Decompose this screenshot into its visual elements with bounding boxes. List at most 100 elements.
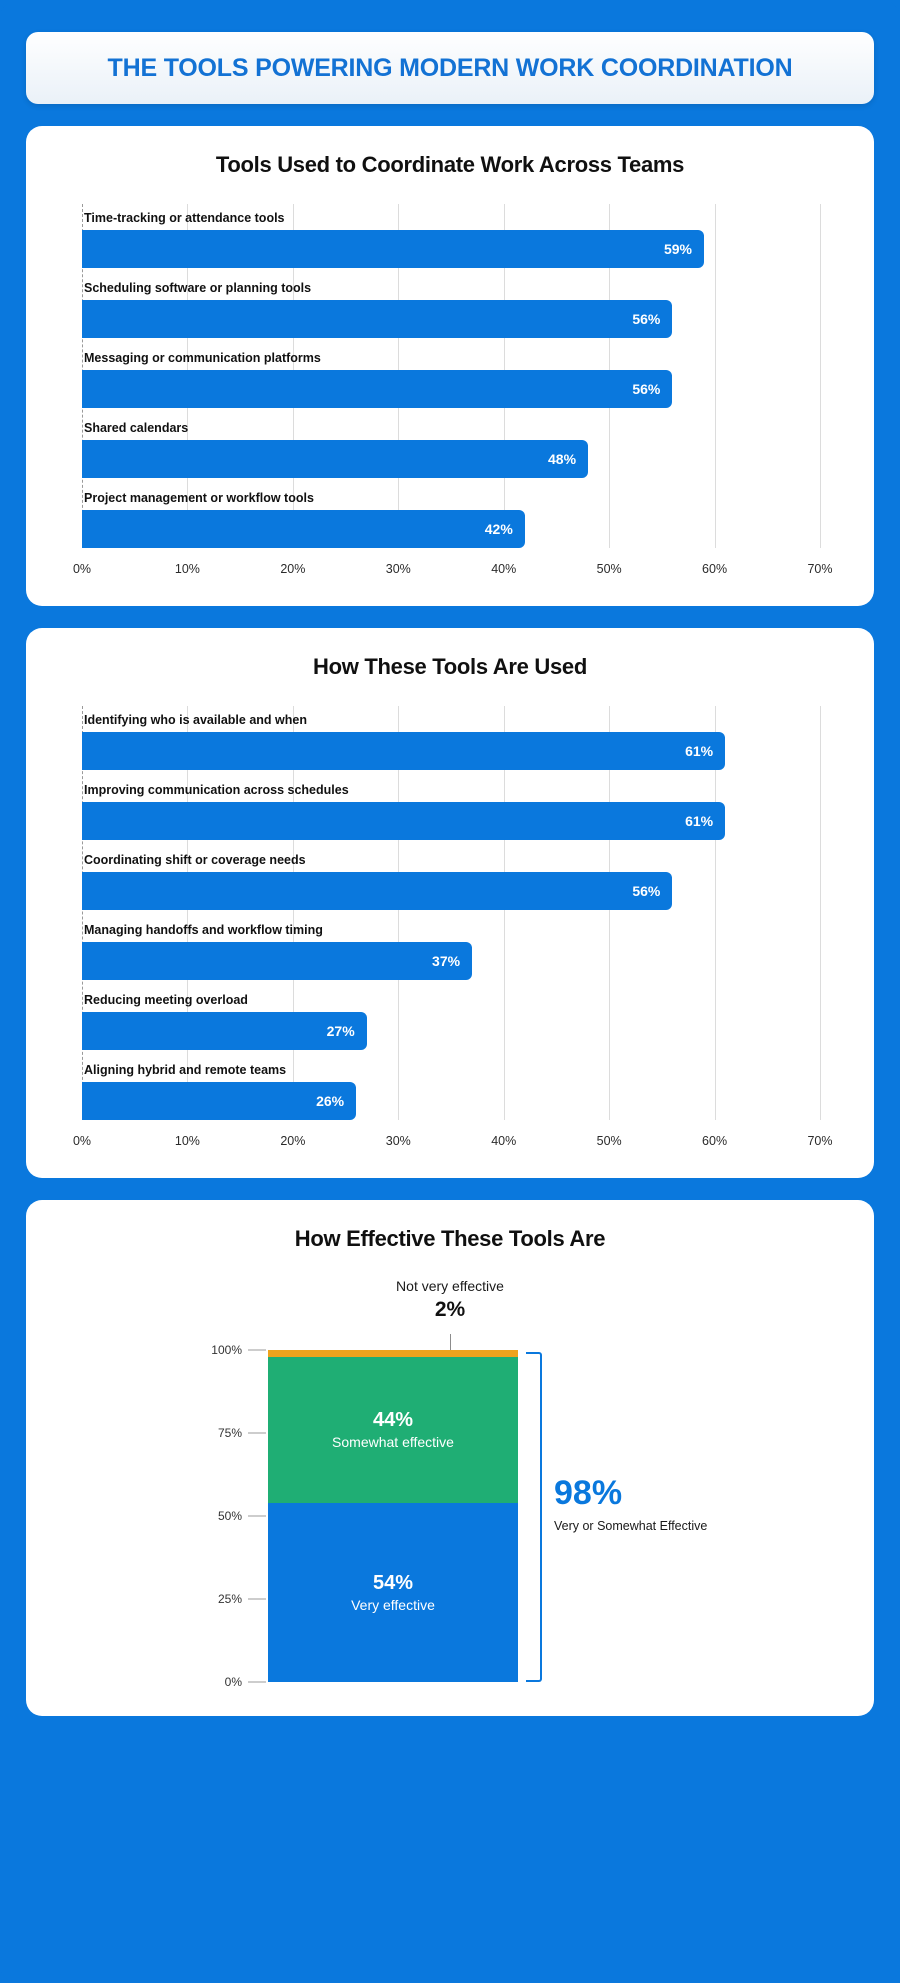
x-axis-tick-label: 40% — [491, 562, 517, 576]
x-axis-1: 0% 10% 20% 30% 40% 50% 60% 70% — [73, 554, 833, 588]
bar-row: Improving communication across schedules… — [82, 776, 820, 840]
x-axis-tick-label: 30% — [385, 562, 411, 576]
x-axis-tick-label: 60% — [702, 1134, 728, 1148]
chart-card-tools-used: Tools Used to Coordinate Work Across Tea… — [26, 126, 874, 606]
y-axis-tick-mark — [248, 1515, 266, 1517]
bar: 26% — [82, 1082, 357, 1120]
x-axis-tick-label: 0% — [72, 1134, 92, 1148]
bar-track: 56% — [82, 370, 820, 408]
y-axis-tick-mark — [248, 1349, 266, 1351]
annotation-98: 98% Very or Somewhat Effective — [554, 1476, 714, 1535]
chart-title-1: Tools Used to Coordinate Work Across Tea… — [215, 152, 685, 177]
annotation-value: 98% — [554, 1474, 623, 1512]
stack-segments: 54% Very effective 44% Somewhat effective — [268, 1350, 518, 1682]
bar-category-label: Project management or workflow tools — [84, 491, 314, 505]
chart-card-how-used: How These Tools Are Used Identifying who… — [26, 628, 874, 1178]
bar-category-label: Messaging or communication platforms — [84, 351, 321, 365]
y-axis-tick-label: 100% — [211, 1343, 242, 1357]
bar-category-label: Managing handoffs and workflow timing — [84, 923, 323, 937]
x-axis-tick-label: 70% — [807, 562, 833, 576]
bar-row: Scheduling software or planning tools 56% — [82, 274, 820, 338]
bar: 61% — [82, 732, 726, 770]
callout-label: Not very effective — [396, 1278, 504, 1294]
stack-segment: 54% Very effective — [268, 1502, 518, 1682]
x-axis-tick-label: 20% — [280, 1134, 306, 1148]
bracket-icon — [526, 1352, 542, 1682]
x-axis-tick-label: 10% — [174, 562, 200, 576]
bar-row: Messaging or communication platforms 56% — [82, 344, 820, 408]
bar-category-label: Coordinating shift or coverage needs — [84, 853, 306, 867]
page-title: THE TOOLS POWERING MODERN WORK COORDINAT… — [107, 53, 793, 82]
y-axis-tick-mark — [248, 1598, 266, 1600]
bar-track: 48% — [82, 440, 820, 478]
annotation-text: Very or Somewhat Effective — [554, 1519, 708, 1533]
bar-track: 27% — [82, 1012, 820, 1050]
y-axis-tick-label: 0% — [224, 1675, 242, 1689]
callout-value: 2% — [434, 1298, 466, 1321]
chart-title-2: How These Tools Are Used — [313, 654, 587, 679]
stack-segment-value: 54% — [372, 1571, 414, 1594]
bar-track: 56% — [82, 300, 820, 338]
bar-rows-1: Time-tracking or attendance tools 59% Sche… — [82, 204, 820, 548]
stack-segment — [268, 1350, 518, 1357]
x-axis-tick-label: 60% — [702, 562, 728, 576]
header-banner: THE TOOLS POWERING MODERN WORK COORDINAT… — [26, 32, 874, 104]
bar: 37% — [82, 942, 473, 980]
bar-category-label: Improving communication across schedules — [84, 783, 349, 797]
stacked-column-chart: Not very effective 2% 0% 25% 50% 75% 100% 54… — [50, 1278, 850, 1698]
y-axis-tick-label: 25% — [217, 1592, 242, 1606]
x-axis-tick-label: 40% — [491, 1134, 517, 1148]
chart-plot-area-1: Time-tracking or attendance tools 59% Sche… — [50, 204, 850, 548]
chart-title-3: How Effective These Tools Are — [294, 1226, 606, 1251]
y-axis-tick-label: 50% — [217, 1509, 242, 1523]
bar: 56% — [82, 370, 673, 408]
chart-card-effectiveness: How Effective These Tools Are Not very e… — [26, 1200, 874, 1716]
y-axis-tick-label: 75% — [217, 1426, 242, 1440]
bar: 61% — [82, 802, 726, 840]
bar: 59% — [82, 230, 705, 268]
gridline — [820, 706, 821, 1120]
stack-segment-label: Very effective — [351, 1596, 435, 1613]
bar-category-label: Aligning hybrid and remote teams — [84, 1063, 287, 1077]
stack-segment-label: Somewhat effective — [332, 1434, 454, 1451]
x-axis-tick-label: 0% — [72, 562, 92, 576]
bar-row: Aligning hybrid and remote teams 26% — [82, 1056, 820, 1120]
x-axis-tick-label: 50% — [596, 562, 622, 576]
horizontal-bar-chart-1: Time-tracking or attendance tools 59% Sche… — [50, 204, 850, 588]
bar-row: Managing handoffs and workflow timing 37% — [82, 916, 820, 980]
bar-row: Project management or workflow tools 42% — [82, 484, 820, 548]
bar-rows-2: Identifying who is available and when 61%… — [82, 706, 820, 1120]
bar-category-label: Scheduling software or planning tools — [84, 281, 312, 295]
bar-track: 42% — [82, 510, 820, 548]
bar-track: 37% — [82, 942, 820, 980]
bar-track: 59% — [82, 230, 820, 268]
bar-row: Identifying who is available and when 61% — [82, 706, 820, 770]
x-axis-tick-label: 10% — [174, 1134, 200, 1148]
bar: 27% — [82, 1012, 367, 1050]
bar: 42% — [82, 510, 525, 548]
bar-track: 56% — [82, 872, 820, 910]
x-axis-tick-label: 70% — [807, 1134, 833, 1148]
bar-row: Time-tracking or attendance tools 59% — [82, 204, 820, 268]
horizontal-bar-chart-2: Identifying who is available and when 61%… — [50, 706, 850, 1160]
bar-category-label: Reducing meeting overload — [84, 993, 248, 1007]
bar-row: Coordinating shift or coverage needs 56% — [82, 846, 820, 910]
callout-leader-line — [450, 1334, 451, 1350]
bar-category-label: Shared calendars — [84, 421, 189, 435]
y-axis-tick-mark — [248, 1432, 266, 1434]
bar: 56% — [82, 872, 673, 910]
bar-category-label: Time-tracking or attendance tools — [84, 211, 285, 225]
x-axis-tick-label: 20% — [280, 562, 306, 576]
callout-not-very-effective: Not very effective 2% — [50, 1278, 850, 1350]
bar-category-label: Identifying who is available and when — [84, 713, 307, 727]
bar: 48% — [82, 440, 589, 478]
y-axis-3: 0% 25% 50% 75% 100% — [200, 1343, 266, 1689]
x-axis-tick-label: 50% — [596, 1134, 622, 1148]
stack-segment-value: 44% — [372, 1409, 414, 1432]
x-axis-2: 0% 10% 20% 30% 40% 50% 60% 70% — [73, 1126, 833, 1160]
stack-segment: 44% Somewhat effective — [268, 1356, 518, 1503]
bar-track: 26% — [82, 1082, 820, 1120]
bar-track: 61% — [82, 802, 820, 840]
bar: 56% — [82, 300, 673, 338]
